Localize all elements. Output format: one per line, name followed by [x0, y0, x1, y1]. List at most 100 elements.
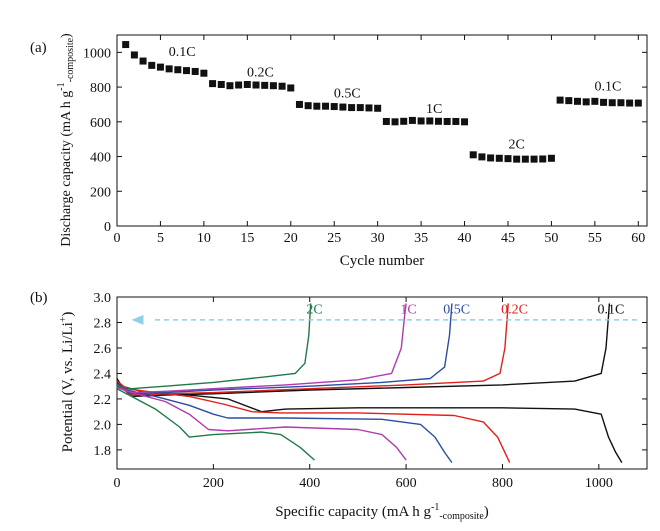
panel-a-data-point	[217, 80, 225, 88]
panel-a-data-point	[269, 82, 277, 90]
panel-a-data-point	[261, 81, 269, 89]
panel-b-voltage-profile-chart: (b) Potential (V, vs. Li/Li+) 0 200 400 600…	[30, 290, 648, 522]
panel-a-data-point	[600, 98, 608, 106]
panel-b-x-axis-title-subscript: -composite	[439, 511, 484, 522]
panel-a-discharge-capacity-chart: (a) Discharge capacity (mA h g-1-composi…	[30, 33, 648, 269]
panel-a-y-tick-label: 0	[104, 220, 111, 235]
panel-b-y-tick-label: 2.6	[94, 342, 112, 357]
panel-a-x-tick-label: 10	[197, 231, 211, 246]
panel-a-data-point	[573, 97, 581, 105]
panel-a-data-point	[521, 155, 529, 163]
panel-a-data-point	[348, 104, 356, 112]
curve-discharge-0-5C	[116, 383, 453, 464]
panel-b-y-axis-title-superscript: +	[58, 316, 69, 322]
panel-a-y-tick-label: 1000	[83, 46, 111, 61]
panel-b-y-tick-label: 2.4	[94, 367, 112, 382]
panel-b-x-tick-label: 600	[396, 476, 417, 491]
panel-a-x-tick-label: 60	[631, 231, 645, 246]
panel-a-y-axis-title: Discharge capacity (mA h g-1-composite)	[56, 33, 76, 247]
panel-a-x-tick-label: 40	[458, 231, 472, 246]
curve-discharge-1C	[116, 385, 407, 461]
panel-a-rate-label: 1C	[426, 102, 442, 117]
panel-a-data-point	[304, 102, 312, 110]
panel-b-x-tick-label: 800	[492, 476, 513, 491]
panel-a-data-point	[530, 155, 538, 163]
panel-a-data-point	[156, 63, 164, 71]
panel-a-x-tick-label: 20	[284, 231, 298, 246]
panel-a-x-axis-title: Cycle number	[340, 253, 425, 269]
panel-a-data-point	[461, 118, 469, 126]
panel-a-data-point	[235, 81, 243, 89]
panel-a-data-point	[287, 84, 295, 92]
panel-a-data-point	[226, 82, 234, 90]
panel-a-y-tick-label: 400	[90, 151, 111, 166]
panel-a-y-axis-title-end: )	[59, 33, 74, 38]
rate-label-2C: 2C	[306, 303, 322, 318]
panel-b-y-axis-title: Potential (V, vs. Li/Li+)	[58, 312, 76, 453]
panel-a-data-point	[374, 104, 382, 112]
panel-a-data-point	[495, 154, 503, 162]
panel-a-data-point	[148, 61, 156, 69]
panel-a-data-point	[183, 67, 191, 75]
panel-a-x-tick-label: 35	[414, 231, 428, 246]
panel-b-label: (b)	[30, 290, 48, 306]
panel-a-data-point	[539, 155, 547, 163]
panel-a-data-point	[417, 117, 425, 125]
panel-b-y-tick-label: 2.8	[94, 316, 112, 331]
rate-arrow-head-icon	[131, 314, 144, 325]
panel-a-data-point	[130, 51, 138, 59]
curve-charge-0-2C	[116, 303, 509, 396]
panel-a-data-points	[122, 41, 642, 163]
panel-a-data-point	[426, 117, 434, 125]
curve-charge-0-5C	[116, 303, 453, 395]
panel-a-x-tick-label: 55	[588, 231, 602, 246]
panel-a-data-point	[634, 99, 642, 107]
panel-a-plot-frame	[116, 34, 648, 227]
panel-a-data-point	[295, 100, 303, 108]
panel-a-data-point	[556, 96, 564, 104]
panel-b-y-tick-label: 2.0	[94, 418, 112, 433]
rate-label-0-5C: 0.5C	[443, 303, 470, 318]
panel-b-y-axis-title-main: Potential (V, vs. Li/Li	[60, 322, 76, 452]
panel-a-data-point	[122, 41, 130, 49]
panel-b-x-axis-title: Specific capacity (mA h g-1-composite)	[275, 502, 489, 522]
panel-b-y-tick-label: 1.8	[94, 444, 112, 459]
panel-a-x-tick-label: 30	[371, 231, 385, 246]
panel-a-rate-label: 2C	[509, 138, 525, 153]
panel-a-data-point	[313, 102, 321, 110]
panel-a-rate-labels: 0.1C 0.2C 0.5C 1C 2C 0.1C	[169, 45, 622, 153]
curve-discharge-2C	[116, 388, 315, 461]
panel-b-y-tick-label: 3.0	[94, 291, 112, 306]
panel-a-x-tick-label: 50	[544, 231, 558, 246]
panel-a-data-point	[408, 116, 416, 124]
panel-a-data-point	[591, 97, 599, 105]
panel-a-y-tick-label: 600	[90, 116, 111, 131]
panel-b-x-tick-label: 1000	[585, 476, 613, 491]
panel-a-y-tick-label: 200	[90, 185, 111, 200]
panel-a-data-point	[322, 102, 330, 110]
panel-a-data-point	[434, 117, 442, 125]
panel-a-data-point	[209, 80, 217, 88]
panel-a-data-point	[626, 99, 634, 107]
curve-charge-0-1C	[116, 303, 611, 398]
panel-a-y-axis-title-superscript: -1	[56, 82, 67, 90]
panel-a-data-point	[469, 151, 477, 159]
panel-b-y-tick-label: 2.2	[94, 393, 112, 408]
panel-a-rate-label: 0.5C	[334, 87, 361, 102]
panel-a-data-point	[356, 104, 364, 112]
panel-a-data-point	[547, 154, 555, 162]
panel-a-data-point	[400, 117, 408, 125]
rate-label-0-2C: 0.2C	[501, 303, 528, 318]
panel-a-data-point	[487, 154, 495, 162]
panel-a-data-point	[452, 117, 460, 125]
panel-a-data-point	[365, 104, 373, 112]
panel-a-data-point	[278, 82, 286, 90]
panel-b-rate-arrow	[131, 314, 637, 325]
panel-a-label: (a)	[30, 40, 47, 56]
panel-b-x-tick-label: 200	[203, 476, 224, 491]
panel-b-x-axis-title-end: )	[484, 504, 489, 520]
panel-b-x-axis-title-main: Specific capacity (mA h g	[275, 504, 431, 520]
panel-a-y-tick-label: 800	[90, 81, 111, 96]
panel-a-data-point	[565, 97, 573, 105]
